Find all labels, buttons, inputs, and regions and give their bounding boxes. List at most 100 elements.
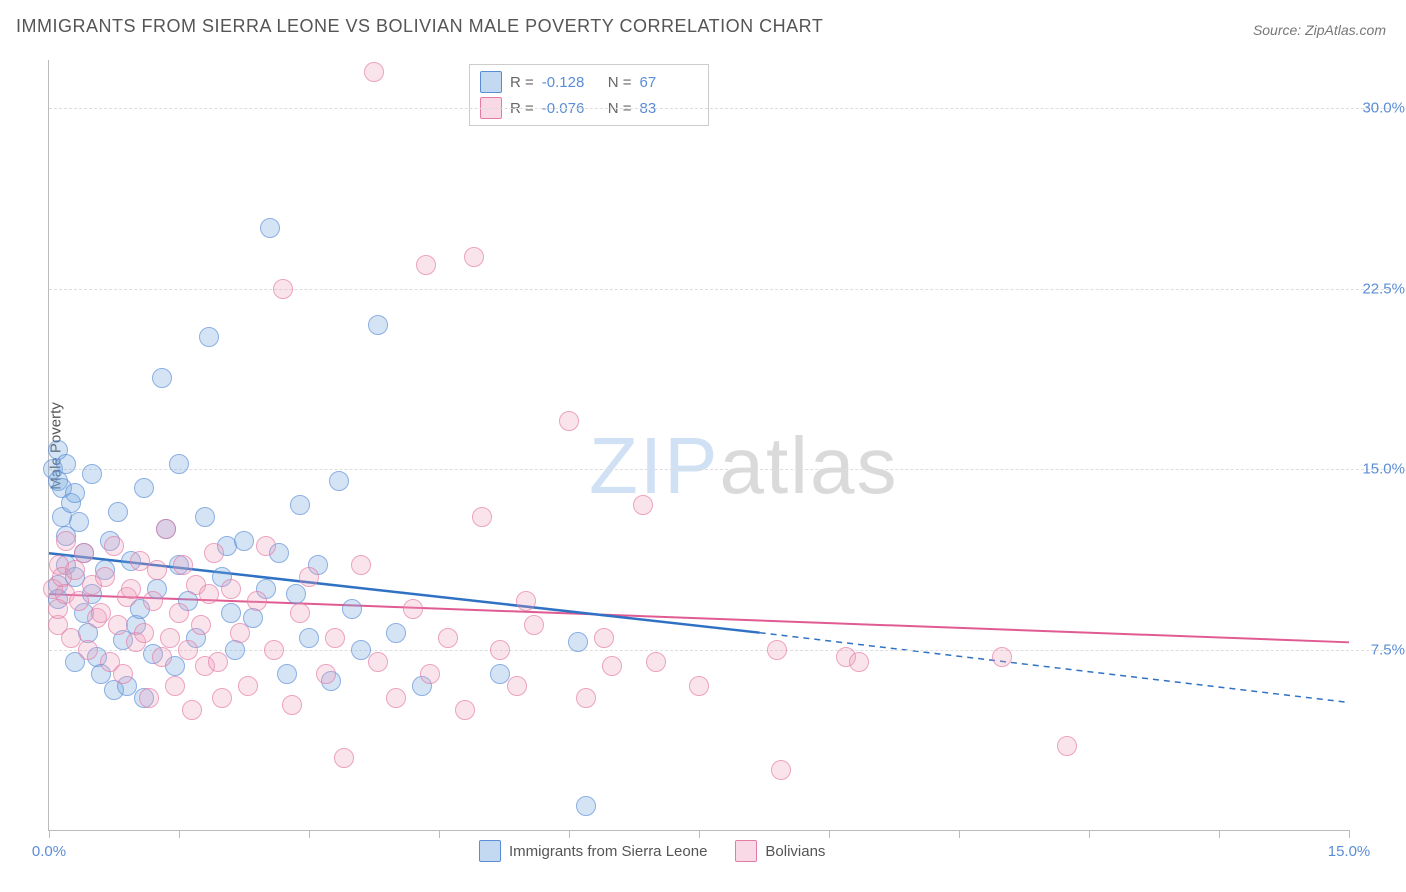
- ytick-label: 15.0%: [1362, 461, 1405, 478]
- xtick: [569, 830, 570, 838]
- source-label: Source: ZipAtlas.com: [1253, 22, 1386, 38]
- scatter-point-blue: [490, 664, 510, 684]
- scatter-point-blue: [277, 664, 297, 684]
- scatter-point-pink: [56, 531, 76, 551]
- scatter-point-pink: [455, 700, 475, 720]
- ytick-label: 22.5%: [1362, 280, 1405, 297]
- scatter-point-pink: [230, 623, 250, 643]
- scatter-point-pink: [264, 640, 284, 660]
- scatter-point-pink: [992, 647, 1012, 667]
- scatter-point-pink: [490, 640, 510, 660]
- scatter-point-pink: [256, 536, 276, 556]
- scatter-point-pink: [368, 652, 388, 672]
- scatter-point-pink: [334, 748, 354, 768]
- scatter-point-pink: [61, 628, 81, 648]
- xtick: [49, 830, 50, 838]
- scatter-point-pink: [69, 591, 89, 611]
- scatter-point-blue: [568, 632, 588, 652]
- scatter-point-pink: [104, 536, 124, 556]
- correlation-legend: R = -0.128 N = 67 R = -0.076 N = 83: [469, 64, 709, 126]
- scatter-point-blue: [199, 327, 219, 347]
- scatter-point-pink: [464, 247, 484, 267]
- scatter-point-pink: [178, 640, 198, 660]
- scatter-point-pink: [325, 628, 345, 648]
- scatter-point-pink: [160, 628, 180, 648]
- scatter-point-pink: [351, 555, 371, 575]
- xtick: [309, 830, 310, 838]
- legend-item-blue: Immigrants from Sierra Leone: [479, 840, 707, 862]
- scatter-point-blue: [368, 315, 388, 335]
- scatter-point-blue: [108, 502, 128, 522]
- xtick: [439, 830, 440, 838]
- scatter-point-pink: [1057, 736, 1077, 756]
- xtick: [1349, 830, 1350, 838]
- swatch-blue: [480, 71, 502, 93]
- scatter-point-pink: [594, 628, 614, 648]
- scatter-point-pink: [299, 567, 319, 587]
- scatter-point-pink: [364, 62, 384, 82]
- scatter-point-pink: [121, 579, 141, 599]
- gridline-h: [49, 650, 1389, 651]
- chart-title: IMMIGRANTS FROM SIERRA LEONE VS BOLIVIAN…: [16, 16, 823, 37]
- r-value-blue: -0.128: [542, 74, 600, 91]
- legend-item-pink: Bolivians: [735, 840, 825, 862]
- scatter-point-pink: [91, 603, 111, 623]
- scatter-point-pink: [208, 652, 228, 672]
- scatter-point-pink: [689, 676, 709, 696]
- n-label: N =: [608, 74, 632, 91]
- scatter-point-pink: [221, 579, 241, 599]
- scatter-point-blue: [56, 454, 76, 474]
- scatter-point-pink: [420, 664, 440, 684]
- gridline-h: [49, 108, 1389, 109]
- scatter-point-pink: [147, 560, 167, 580]
- legend-label-pink: Bolivians: [765, 843, 825, 860]
- scatter-point-pink: [169, 603, 189, 623]
- scatter-point-pink: [403, 599, 423, 619]
- scatter-point-blue: [225, 640, 245, 660]
- scatter-point-pink: [849, 652, 869, 672]
- scatter-point-pink: [507, 676, 527, 696]
- legend-row-blue: R = -0.128 N = 67: [480, 69, 698, 95]
- scatter-point-pink: [191, 615, 211, 635]
- scatter-point-pink: [273, 279, 293, 299]
- scatter-point-blue: [134, 478, 154, 498]
- scatter-point-pink: [199, 584, 219, 604]
- xtick: [699, 830, 700, 838]
- scatter-point-pink: [212, 688, 232, 708]
- scatter-point-pink: [633, 495, 653, 515]
- trend-line: [760, 633, 1349, 703]
- scatter-point-pink: [165, 676, 185, 696]
- scatter-point-blue: [290, 495, 310, 515]
- scatter-point-blue: [576, 796, 596, 816]
- scatter-point-pink: [238, 676, 258, 696]
- scatter-point-pink: [290, 603, 310, 623]
- scatter-point-pink: [516, 591, 536, 611]
- scatter-point-pink: [156, 519, 176, 539]
- scatter-point-pink: [113, 664, 133, 684]
- ytick-label: 7.5%: [1371, 641, 1405, 658]
- scatter-point-pink: [139, 688, 159, 708]
- scatter-point-pink: [386, 688, 406, 708]
- scatter-point-blue: [351, 640, 371, 660]
- gridline-h: [49, 469, 1389, 470]
- scatter-point-blue: [329, 471, 349, 491]
- scatter-point-blue: [195, 507, 215, 527]
- scatter-point-pink: [143, 591, 163, 611]
- xtick-label: 0.0%: [32, 843, 66, 860]
- scatter-point-pink: [524, 615, 544, 635]
- trend-lines-svg: [49, 60, 1349, 830]
- scatter-point-pink: [134, 623, 154, 643]
- scatter-point-pink: [416, 255, 436, 275]
- scatter-point-pink: [602, 656, 622, 676]
- scatter-point-blue: [69, 512, 89, 532]
- scatter-point-pink: [108, 615, 128, 635]
- scatter-point-blue: [234, 531, 254, 551]
- scatter-point-blue: [286, 584, 306, 604]
- scatter-point-blue: [82, 464, 102, 484]
- xtick: [179, 830, 180, 838]
- scatter-point-pink: [78, 640, 98, 660]
- swatch-blue: [479, 840, 501, 862]
- scatter-point-pink: [173, 555, 193, 575]
- r-label: R =: [510, 74, 534, 91]
- scatter-point-blue: [169, 454, 189, 474]
